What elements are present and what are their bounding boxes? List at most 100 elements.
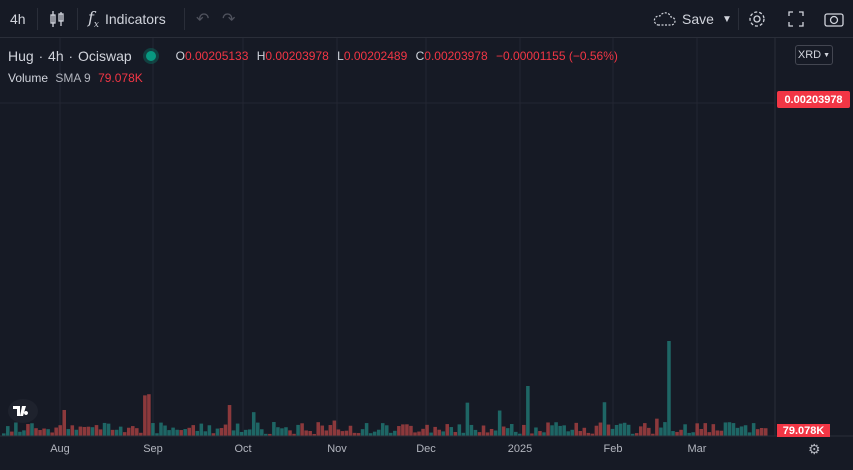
volume-bar xyxy=(215,428,220,436)
redo-icon: ↷ xyxy=(222,11,236,28)
redo-button[interactable]: ↷ xyxy=(222,0,235,38)
volume-bar xyxy=(453,431,458,436)
fullscreen-button[interactable] xyxy=(787,0,805,38)
volume-bar xyxy=(715,430,720,436)
volume-bar xyxy=(550,425,554,436)
volume-bar xyxy=(554,422,558,436)
toolbar-divider xyxy=(184,8,185,30)
screenshot-button[interactable] xyxy=(824,0,844,38)
time-tick-label: Sep xyxy=(143,443,163,455)
camera-icon xyxy=(824,13,844,27)
currency-selector[interactable]: XRD ▼ xyxy=(795,45,833,65)
volume-bar xyxy=(167,430,171,436)
volume-bar xyxy=(14,422,18,436)
volume-bar xyxy=(364,423,369,436)
volume-bar xyxy=(280,428,284,436)
tradingview-logo[interactable] xyxy=(8,399,38,423)
volume-bar xyxy=(606,424,611,436)
volume-bar xyxy=(42,428,46,436)
legend-dot: · xyxy=(68,48,73,64)
volume-bar xyxy=(348,425,353,436)
volume-bar xyxy=(316,422,320,436)
volume-sma-label: SMA 9 xyxy=(55,71,91,85)
gear-icon xyxy=(749,11,765,27)
volume-bar xyxy=(195,430,200,436)
undo-button[interactable]: ↶ xyxy=(196,0,209,38)
save-button[interactable]: Save xyxy=(652,0,714,38)
volume-bar xyxy=(703,423,708,436)
fullscreen-icon xyxy=(788,11,804,27)
volume-bar xyxy=(473,429,478,436)
volume-bar xyxy=(461,432,466,436)
volume-bar xyxy=(288,430,292,436)
volume-bar xyxy=(260,429,264,436)
volume-bar xyxy=(747,432,752,436)
volume-sma-value: 79.078K xyxy=(98,71,143,85)
save-menu-button[interactable]: ▼ xyxy=(722,0,732,38)
top-toolbar: 4h fx Indicators ↶ ↷ Save ▼ xyxy=(0,0,853,38)
volume-bar xyxy=(114,429,119,436)
volume-bar xyxy=(171,427,175,436)
volume-bar xyxy=(106,423,111,436)
volume-bar xyxy=(437,429,441,436)
volume-bar xyxy=(481,425,486,436)
volume-bar xyxy=(711,424,716,436)
volume-bar xyxy=(421,428,425,436)
volume-bar xyxy=(610,428,615,436)
volume-bar xyxy=(10,431,14,436)
volume-bar xyxy=(183,429,187,436)
indicators-label: Indicators xyxy=(105,11,166,27)
volume-bar xyxy=(155,433,159,436)
volume-bar xyxy=(675,431,679,436)
volume-bar xyxy=(110,429,115,436)
volume-bar xyxy=(62,409,67,436)
volume-bar xyxy=(118,426,123,436)
settings-button[interactable] xyxy=(747,0,767,38)
time-tick-label: Aug xyxy=(50,443,70,455)
volume-bar xyxy=(477,432,482,436)
volume-bar xyxy=(78,426,83,436)
undo-icon: ↶ xyxy=(196,11,210,28)
volume-bar xyxy=(122,432,127,436)
volume-bar xyxy=(336,429,341,436)
volume-bar xyxy=(647,427,651,436)
ohlc-values: O0.00205133 H0.00203978 L0.00202489 C0.0… xyxy=(175,49,618,63)
volume-bar xyxy=(574,422,579,436)
indicators-button[interactable]: fx Indicators xyxy=(88,0,166,38)
volume-bar xyxy=(683,424,687,436)
volume-bar xyxy=(231,430,236,436)
interval-button[interactable]: 4h xyxy=(10,0,26,38)
volume-bar xyxy=(449,427,454,436)
volume-bar xyxy=(159,422,163,436)
volume-bar xyxy=(659,427,663,436)
volume-bar xyxy=(58,425,62,436)
volume-bar xyxy=(489,428,494,436)
volume-bar xyxy=(296,424,300,436)
volume-bar xyxy=(34,428,38,436)
time-axis-settings-button[interactable]: ⚙ xyxy=(808,441,821,458)
volume-bar xyxy=(18,431,22,436)
toolbar-divider xyxy=(77,8,78,30)
volume-bar xyxy=(219,428,224,436)
volume-bar xyxy=(332,420,337,436)
candle-style-button[interactable] xyxy=(48,0,66,38)
volume-bar xyxy=(598,422,603,436)
volume-bar xyxy=(368,433,373,436)
volume-bar xyxy=(147,394,151,436)
volume-bar xyxy=(695,423,699,436)
volume-bar xyxy=(272,422,276,436)
symbol-interval: 4h xyxy=(48,48,64,64)
volume-bar xyxy=(324,430,329,436)
volume-bar xyxy=(6,426,10,436)
price-chart[interactable]: 0.002200000.002000000.001800000.00160000… xyxy=(0,38,853,470)
volume-legend[interactable]: Volume SMA 9 79.078K xyxy=(8,71,143,85)
volume-bar xyxy=(671,431,675,436)
volume-bar xyxy=(352,432,357,436)
symbol-name[interactable]: Hug xyxy=(8,48,34,64)
volume-bar xyxy=(376,429,381,436)
volume-bar xyxy=(618,423,623,436)
volume-bar xyxy=(389,432,393,436)
volume-bar xyxy=(46,429,50,436)
volume-bar xyxy=(98,429,103,436)
volume-bar xyxy=(759,427,764,436)
